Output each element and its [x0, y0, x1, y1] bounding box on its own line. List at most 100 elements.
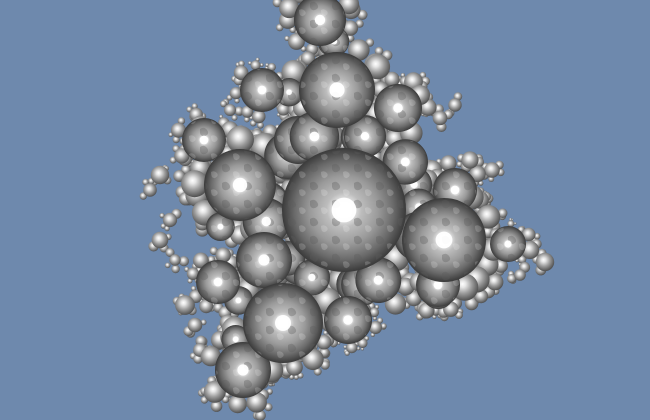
specular-highlight: [232, 336, 239, 343]
chrome-sphere: [175, 295, 195, 315]
chrome-sphere: [199, 299, 214, 314]
chrome-sphere: [432, 110, 448, 126]
chrome-sphere: [486, 273, 504, 291]
specular-highlight: [235, 297, 242, 304]
chrome-sphere: [474, 289, 489, 304]
chrome-sphere: [356, 346, 361, 351]
specular-highlight: [343, 315, 353, 325]
chrome-sphere: [187, 317, 203, 333]
chrome-sphere: [372, 316, 377, 321]
specular-highlight: [400, 157, 410, 167]
chrome-sphere: [432, 314, 437, 319]
specular-highlight: [308, 273, 316, 281]
specular-highlight: [309, 131, 320, 142]
chrome-sphere: [220, 100, 227, 108]
chrome-sphere: [384, 71, 400, 87]
chrome-sphere: [246, 392, 267, 413]
chrome-sphere: [461, 151, 479, 169]
chrome-sphere: [279, 0, 300, 19]
chrome-sphere: [174, 148, 190, 164]
chrome-sphere: [150, 165, 170, 185]
specular-highlight: [213, 277, 223, 287]
chrome-sphere: [369, 321, 382, 334]
chrome-sphere: [178, 256, 189, 267]
specular-highlight: [393, 103, 403, 113]
specular-highlight: [314, 14, 326, 26]
chrome-sphere: [226, 125, 254, 154]
chrome-sphere: [169, 254, 181, 266]
chrome-sphere: [507, 220, 515, 228]
chrome-sphere: [215, 247, 231, 263]
chrome-sphere: [323, 330, 328, 336]
chrome-sphere: [484, 162, 500, 178]
chrome-sphere: [343, 345, 347, 349]
chrome-sphere: [380, 323, 387, 330]
specular-highlight: [373, 275, 383, 285]
sphere-cluster: [139, 0, 555, 420]
chrome-sphere: [360, 347, 364, 351]
chrome-sphere: [234, 106, 244, 116]
chrome-sphere: [342, 20, 359, 36]
specular-highlight: [237, 364, 249, 376]
chrome-sphere: [300, 51, 315, 66]
chrome-sphere: [143, 183, 157, 197]
chrome-sphere: [181, 170, 209, 198]
chrome-sphere: [191, 103, 198, 110]
chrome-sphere: [210, 400, 223, 412]
chrome-sphere: [346, 342, 358, 354]
specular-highlight: [232, 177, 248, 193]
chrome-sphere: [171, 122, 186, 138]
specular-highlight: [286, 89, 292, 95]
chrome-sphere: [369, 307, 380, 318]
chrome-sphere: [476, 205, 501, 229]
chrome-sphere: [316, 334, 332, 350]
specular-highlight: [199, 135, 209, 145]
chrome-sphere: [534, 233, 541, 240]
chrome-sphere: [513, 222, 517, 225]
chrome-sphere: [164, 262, 171, 269]
chrome-sphere: [177, 117, 186, 125]
chrome-sphere: [243, 116, 250, 123]
specular-highlight: [261, 216, 271, 227]
chrome-sphere: [469, 165, 486, 183]
chrome-sphere: [507, 274, 517, 284]
chrome-sphere: [348, 39, 370, 61]
chrome-sphere: [497, 208, 508, 218]
chrome-sphere: [160, 223, 166, 229]
chrome-sphere: [406, 290, 422, 307]
chrome-sphere: [252, 109, 266, 124]
chrome-sphere: [159, 213, 165, 219]
specular-highlight: [258, 254, 270, 266]
chrome-sphere: [193, 252, 209, 269]
specular-highlight: [504, 240, 512, 248]
specular-highlight: [329, 82, 345, 98]
chrome-sphere: [142, 178, 149, 186]
chrome-sphere: [374, 46, 384, 56]
specular-highlight: [217, 223, 224, 230]
chrome-sphere: [165, 248, 175, 257]
specular-highlight: [450, 185, 460, 195]
chrome-sphere: [535, 252, 555, 272]
chrome-sphere: [448, 98, 462, 112]
chrome-sphere: [191, 285, 197, 292]
chrome-sphere: [171, 264, 180, 274]
specular-highlight: [435, 231, 453, 249]
chrome-sphere: [164, 225, 170, 232]
chrome-sphere: [267, 63, 276, 72]
chrome-sphere: [365, 54, 391, 80]
chrome-sphere: [440, 155, 457, 172]
chrome-sphere: [203, 380, 226, 403]
chrome-sphere: [514, 269, 526, 281]
chrome-sphere: [229, 87, 242, 100]
chrome-sphere: [228, 394, 247, 414]
specular-highlight: [275, 315, 291, 331]
chrome-sphere: [231, 114, 238, 121]
chrome-sphere: [200, 346, 221, 367]
chrome-sphere: [509, 218, 512, 221]
chrome-sphere: [241, 105, 254, 118]
chrome-sphere: [151, 231, 169, 249]
chrome-sphere: [172, 136, 180, 144]
chrome-sphere: [259, 63, 264, 67]
specular-highlight: [257, 85, 267, 95]
